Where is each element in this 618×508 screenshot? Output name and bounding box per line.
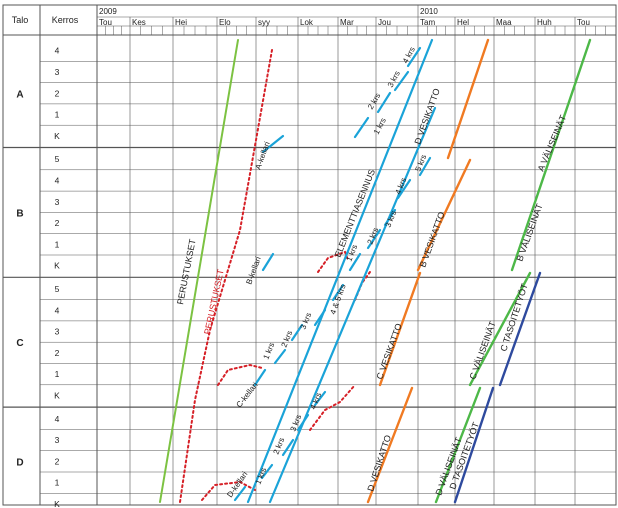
- year-label: 2009: [99, 7, 117, 16]
- b-kellari-label: B-kellari: [244, 255, 262, 285]
- month-label: Huh: [537, 18, 552, 27]
- year-label: 2010: [420, 7, 438, 16]
- month-label: Elo: [219, 18, 231, 27]
- floor-label: 1: [55, 478, 60, 488]
- d-4krs-label: 4 krs: [309, 391, 324, 410]
- b-5krs-line: [418, 156, 432, 177]
- c-vesikatto-label: C VESIKATTO: [374, 322, 403, 381]
- floor-label: 5: [55, 154, 60, 164]
- floor-label: 2: [55, 348, 60, 358]
- floor-label: 3: [55, 327, 60, 337]
- perustukset-actual-line: [179, 49, 273, 503]
- floor-label: 3: [55, 197, 60, 207]
- perustukset-actual-c-line: [217, 363, 263, 386]
- month-label: Mar: [340, 18, 354, 27]
- header-kerros: Kerros: [52, 15, 79, 25]
- a-2krs-line: [376, 91, 392, 114]
- month-label: Tam: [420, 18, 435, 27]
- floor-label: 1: [55, 239, 60, 249]
- floor-label: K: [54, 390, 60, 400]
- task-lines: [159, 38, 592, 504]
- c-3krs-line: [313, 308, 327, 327]
- month-label: Lok: [300, 18, 314, 27]
- a-1krs-label: 1 krs: [372, 116, 388, 136]
- a-valiseinat-label: A VÄLISEINÄT: [536, 113, 569, 173]
- perustukset-actual-d-line: [201, 480, 256, 501]
- d-vesikatto-line: [366, 386, 414, 504]
- b-valiseinat-label: B VÄLISEINÄT: [514, 202, 544, 263]
- month-label: Hel: [457, 18, 469, 27]
- floor-label: 1: [55, 369, 60, 379]
- month-label: Tou: [577, 18, 590, 27]
- floor-label: K: [54, 261, 60, 271]
- month-label: Jou: [378, 18, 391, 27]
- c-kellari-line: [253, 368, 267, 387]
- perustukset-plan-line: [159, 39, 239, 503]
- month-label: Kes: [132, 18, 146, 27]
- a-kellari-line: [261, 134, 285, 154]
- house-label: A: [16, 89, 23, 100]
- elementti-main-line: [246, 38, 434, 504]
- c-45krs-line: [331, 283, 345, 302]
- month-label: Maa: [496, 18, 512, 27]
- d-vesikatto-label: D VESIKATTO: [365, 434, 393, 493]
- b-kellari-line: [261, 252, 275, 272]
- c-45krs-label: 4 & 5 krs: [328, 283, 347, 316]
- month-label: Tou: [99, 18, 112, 27]
- c-1krs-line: [273, 348, 287, 365]
- a-1krs-line: [353, 116, 370, 139]
- floor-label: 4: [55, 305, 60, 315]
- d-4krs-line: [313, 390, 327, 407]
- b-2krs-line: [366, 228, 382, 250]
- floor-label: 2: [55, 218, 60, 228]
- ab-valiseinat-line: [510, 38, 592, 272]
- house-label: C: [16, 338, 23, 349]
- c-valiseinat-line: [468, 271, 532, 387]
- floor-label: 5: [55, 284, 60, 294]
- month-label: syy: [258, 18, 270, 27]
- b-4krs-line: [396, 178, 412, 200]
- floor-label: 4: [55, 414, 60, 424]
- a-4krs-line: [406, 46, 422, 68]
- b-vesikatto-line: [416, 158, 472, 272]
- c-tasoitetyot-line: [498, 271, 542, 387]
- d-3krs-line: [296, 413, 310, 432]
- floor-label: 2: [55, 88, 60, 98]
- d-2krs-line: [281, 438, 295, 457]
- c-2krs-line: [290, 323, 304, 342]
- month-label: Hei: [175, 18, 187, 27]
- header-area: Talo Kerros: [12, 15, 79, 25]
- floor-label: 4: [55, 46, 60, 56]
- task-labels: PERUSTUKSET PERUSTUKSETELEMENTTIASENNUSA-…: [175, 45, 568, 499]
- a-vesikatto-label: D VESIKATTO: [412, 87, 441, 146]
- house-label: B: [16, 208, 23, 219]
- header-talo: Talo: [12, 15, 29, 25]
- a-3krs-line: [393, 70, 410, 92]
- floor-label: K: [54, 131, 60, 141]
- c-1krs-label: 1 krs: [262, 341, 277, 360]
- elementti-second-line: [268, 106, 437, 504]
- perustukset-actual-label: PERUSTUKSET: [202, 268, 226, 336]
- floor-label: K: [54, 499, 60, 508]
- a-vesikatto-line: [446, 38, 490, 160]
- c-valiseinat-label: C VÄLISEINÄT: [467, 319, 497, 380]
- b-vesikatto-label: B VESIKATTO: [417, 211, 446, 269]
- floor-label: 3: [55, 435, 60, 445]
- perustukset-actual-d2-line: [309, 384, 356, 431]
- b-3krs-line: [383, 208, 397, 227]
- d-1krs-line: [260, 463, 274, 480]
- d-tasoitetyot-line: [453, 386, 495, 504]
- floor-label: 3: [55, 67, 60, 77]
- d-valiseinat-line: [434, 386, 482, 504]
- d-kellari-line: [233, 485, 247, 502]
- floor-label: 4: [55, 175, 60, 185]
- b-1krs-line: [348, 252, 362, 272]
- house-label: D: [16, 457, 23, 468]
- floor-label: 2: [55, 456, 60, 466]
- a-3krs-label: 3 krs: [386, 69, 402, 89]
- c-vesikatto-line: [378, 271, 422, 387]
- floor-label: 1: [55, 110, 60, 120]
